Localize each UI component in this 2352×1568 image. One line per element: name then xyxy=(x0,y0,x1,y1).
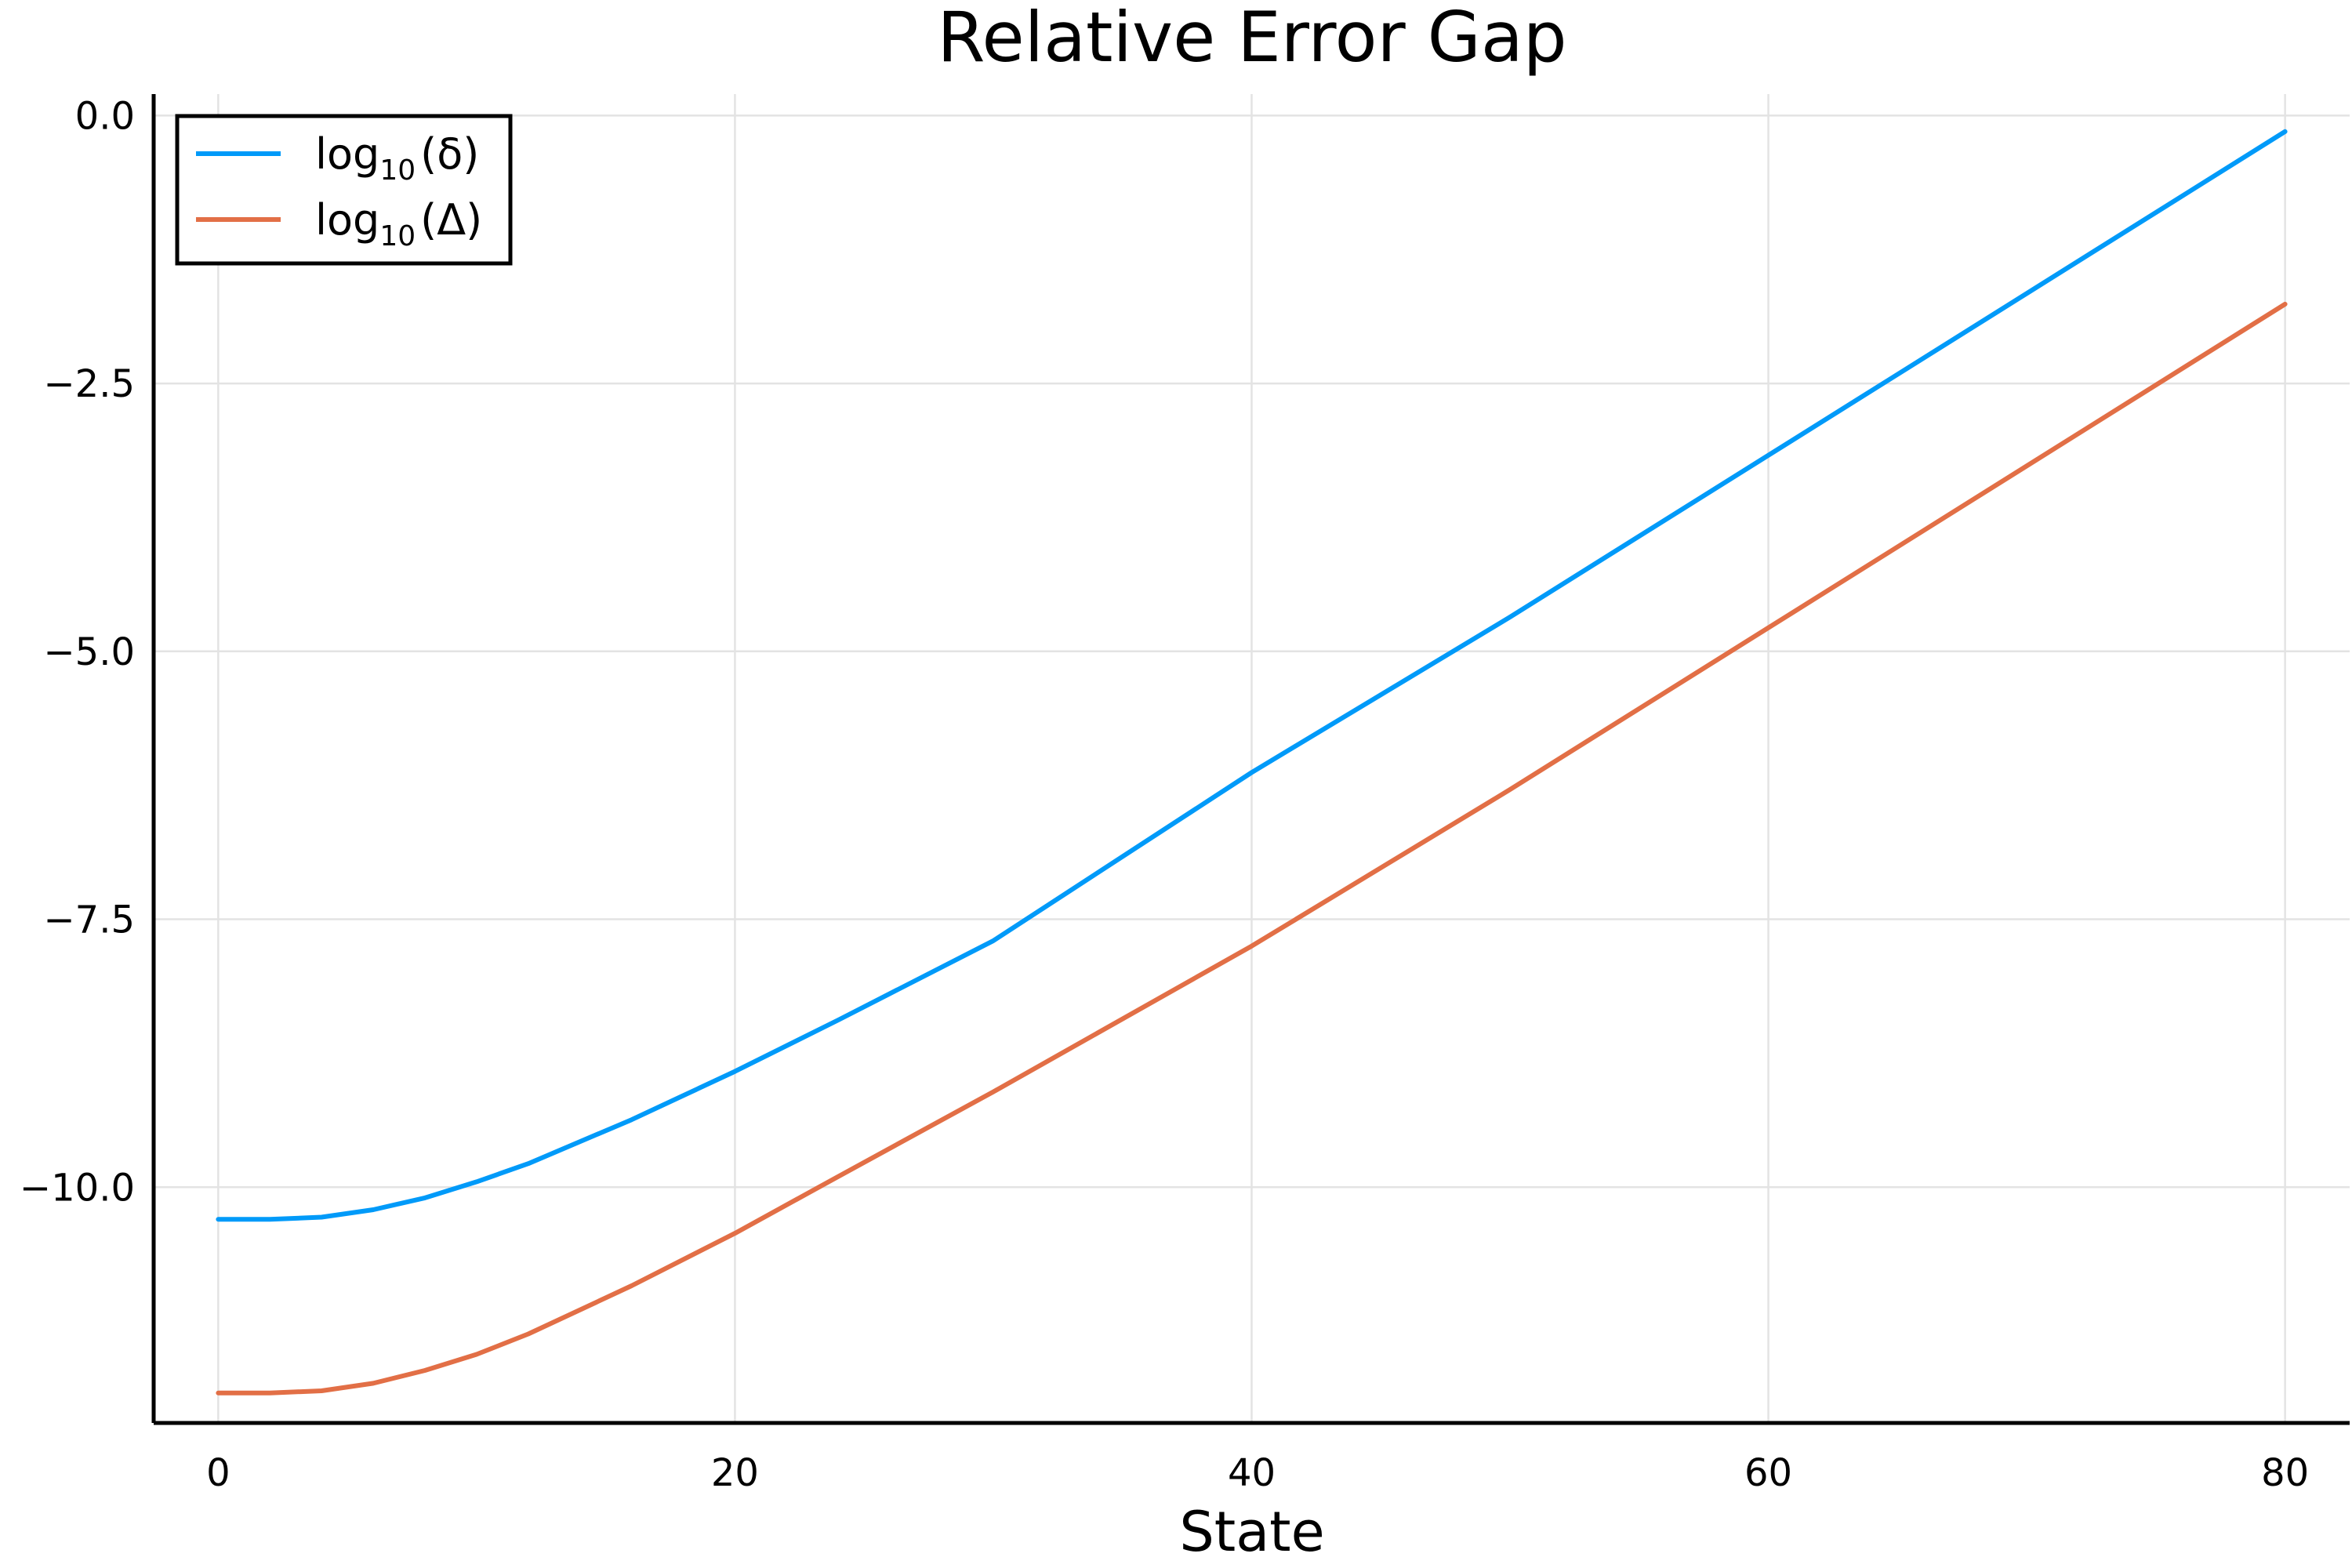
series-line-0 xyxy=(216,129,2288,1222)
x-tick-label: 40 xyxy=(1228,1451,1276,1495)
y-tick-labels: 0.0 −2.5 −5.0 −7.5 −10.0 xyxy=(20,94,135,1210)
series-line-1 xyxy=(216,301,2288,1396)
x-tick-label: 20 xyxy=(711,1451,759,1495)
legend-label-1: log10 (Δ) xyxy=(315,195,482,252)
y-tick-label: 0.0 xyxy=(75,94,135,138)
y-tick-label: −5.0 xyxy=(43,630,135,674)
x-tick-labels: 0 20 40 60 80 xyxy=(206,1451,2309,1495)
legend: log10 (δ) log10 (Δ) xyxy=(175,114,513,266)
y-tick-label: −2.5 xyxy=(43,362,135,406)
x-tick-label: 60 xyxy=(1744,1451,1792,1495)
grid xyxy=(154,94,2350,1423)
legend-label-0: log10 (δ) xyxy=(315,129,479,187)
x-axis-label: State xyxy=(1179,1500,1324,1564)
legend-entries: log10 (δ) log10 (Δ) xyxy=(196,129,482,252)
x-tick-label: 80 xyxy=(2261,1451,2309,1495)
series-layer xyxy=(216,129,2288,1396)
legend-box xyxy=(175,114,513,266)
chart-title: Relative Error Gap xyxy=(937,0,1566,78)
y-tick-label: −10.0 xyxy=(20,1166,135,1210)
x-tick-label: 0 xyxy=(206,1451,230,1495)
y-tick-label: −7.5 xyxy=(43,898,135,942)
